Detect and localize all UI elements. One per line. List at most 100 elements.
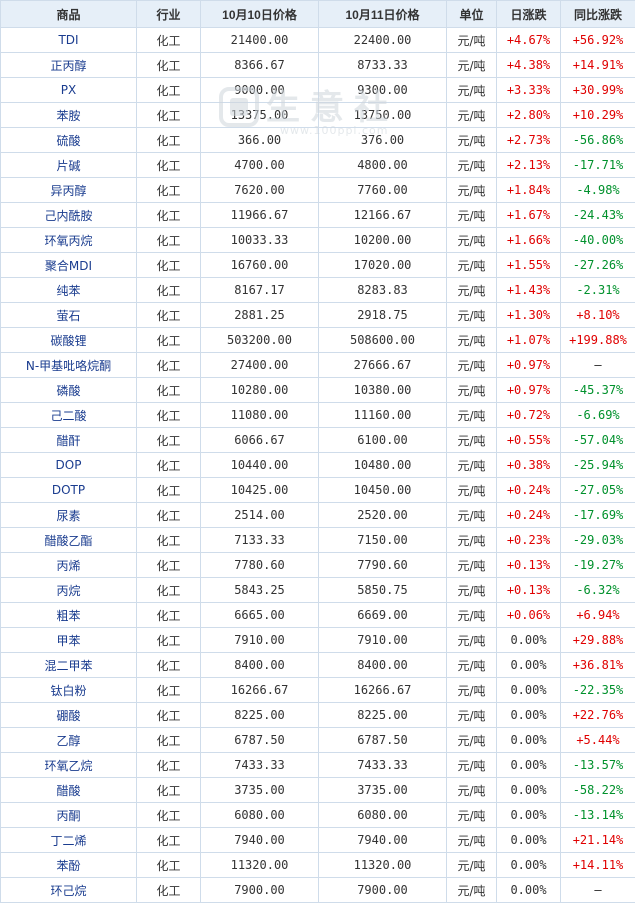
unit-cell: 元/吨 bbox=[446, 527, 497, 553]
daily-change-cell: 0.00% bbox=[496, 802, 561, 828]
daily-change-cell: +0.38% bbox=[496, 452, 561, 478]
commodity-name-link[interactable]: TDI bbox=[0, 27, 137, 53]
industry-cell: 化工 bbox=[136, 477, 201, 503]
header-yoy-change[interactable]: 同比涨跌 bbox=[560, 0, 635, 28]
header-name[interactable]: 商品 bbox=[0, 0, 137, 28]
commodity-name-link[interactable]: 环己烷 bbox=[0, 877, 137, 903]
price-oct11-cell: 4800.00 bbox=[318, 152, 447, 178]
price-oct10-cell: 13375.00 bbox=[200, 102, 319, 128]
commodity-name-link[interactable]: 醋酸乙酯 bbox=[0, 527, 137, 553]
yoy-change-cell: +10.29% bbox=[560, 102, 635, 128]
commodity-name-link[interactable]: 丙烯 bbox=[0, 552, 137, 578]
industry-cell: 化工 bbox=[136, 877, 201, 903]
yoy-change-cell: +199.88% bbox=[560, 327, 635, 353]
daily-change-cell: +0.55% bbox=[496, 427, 561, 453]
commodity-name-link[interactable]: 苯胺 bbox=[0, 102, 137, 128]
commodity-name-link[interactable]: 环氧丙烷 bbox=[0, 227, 137, 253]
industry-cell: 化工 bbox=[136, 552, 201, 578]
yoy-change-cell: -29.03% bbox=[560, 527, 635, 553]
daily-change-cell: +0.23% bbox=[496, 527, 561, 553]
yoy-change-cell: +36.81% bbox=[560, 652, 635, 678]
daily-change-cell: 0.00% bbox=[496, 627, 561, 653]
yoy-change-cell: +30.99% bbox=[560, 77, 635, 103]
table-row: 丙烯 化工 7780.60 7790.60 元/吨 +0.13% -19.27% bbox=[0, 552, 635, 578]
table-row: 丁二烯 化工 7940.00 7940.00 元/吨 0.00% +21.14% bbox=[0, 827, 635, 853]
price-oct11-cell: 10200.00 bbox=[318, 227, 447, 253]
industry-cell: 化工 bbox=[136, 602, 201, 628]
commodity-name-link[interactable]: 甲苯 bbox=[0, 627, 137, 653]
commodity-name-link[interactable]: PX bbox=[0, 77, 137, 103]
commodity-name-link[interactable]: 片碱 bbox=[0, 152, 137, 178]
industry-cell: 化工 bbox=[136, 827, 201, 853]
table-row: 尿素 化工 2514.00 2520.00 元/吨 +0.24% -17.69% bbox=[0, 502, 635, 528]
price-oct11-cell: 17020.00 bbox=[318, 252, 447, 278]
industry-cell: 化工 bbox=[136, 227, 201, 253]
commodity-name-link[interactable]: 粗苯 bbox=[0, 602, 137, 628]
daily-change-cell: 0.00% bbox=[496, 652, 561, 678]
header-industry[interactable]: 行业 bbox=[136, 0, 201, 28]
price-oct11-cell: 7940.00 bbox=[318, 827, 447, 853]
unit-cell: 元/吨 bbox=[446, 77, 497, 103]
commodity-name-link[interactable]: 尿素 bbox=[0, 502, 137, 528]
commodity-name-link[interactable]: 己二酸 bbox=[0, 402, 137, 428]
industry-cell: 化工 bbox=[136, 402, 201, 428]
commodity-name-link[interactable]: 己内酰胺 bbox=[0, 202, 137, 228]
table-row: 萤石 化工 2881.25 2918.75 元/吨 +1.30% +8.10% bbox=[0, 302, 635, 328]
table-row: 丙烷 化工 5843.25 5850.75 元/吨 +0.13% -6.32% bbox=[0, 577, 635, 603]
yoy-change-cell: -4.98% bbox=[560, 177, 635, 203]
yoy-change-cell: -13.57% bbox=[560, 752, 635, 778]
table-row: 混二甲苯 化工 8400.00 8400.00 元/吨 0.00% +36.81% bbox=[0, 652, 635, 678]
commodity-name-link[interactable]: 硫酸 bbox=[0, 127, 137, 153]
industry-cell: 化工 bbox=[136, 352, 201, 378]
table-row: 醋酸乙酯 化工 7133.33 7150.00 元/吨 +0.23% -29.03% bbox=[0, 527, 635, 553]
commodity-name-link[interactable]: 正丙醇 bbox=[0, 52, 137, 78]
commodity-name-link[interactable]: 醋酸 bbox=[0, 777, 137, 803]
commodity-name-link[interactable]: 纯苯 bbox=[0, 277, 137, 303]
industry-cell: 化工 bbox=[136, 852, 201, 878]
commodity-name-link[interactable]: 乙醇 bbox=[0, 727, 137, 753]
unit-cell: 元/吨 bbox=[446, 302, 497, 328]
commodity-name-link[interactable]: 醋酐 bbox=[0, 427, 137, 453]
table-row: 纯苯 化工 8167.17 8283.83 元/吨 +1.43% -2.31% bbox=[0, 277, 635, 303]
yoy-change-cell: +5.44% bbox=[560, 727, 635, 753]
commodity-name-link[interactable]: N-甲基吡咯烷酮 bbox=[0, 352, 137, 378]
yoy-change-cell: -17.71% bbox=[560, 152, 635, 178]
price-oct11-cell: 3735.00 bbox=[318, 777, 447, 803]
commodity-name-link[interactable]: 丙酮 bbox=[0, 802, 137, 828]
unit-cell: 元/吨 bbox=[446, 102, 497, 128]
header-price-oct10[interactable]: 10月10日价格 bbox=[200, 0, 319, 28]
commodity-name-link[interactable]: 丙烷 bbox=[0, 577, 137, 603]
commodity-name-link[interactable]: DOP bbox=[0, 452, 137, 478]
price-oct11-cell: 9300.00 bbox=[318, 77, 447, 103]
commodity-name-link[interactable]: 碳酸锂 bbox=[0, 327, 137, 353]
commodity-name-link[interactable]: 磷酸 bbox=[0, 377, 137, 403]
industry-cell: 化工 bbox=[136, 702, 201, 728]
daily-change-cell: +0.13% bbox=[496, 552, 561, 578]
industry-cell: 化工 bbox=[136, 252, 201, 278]
header-price-oct11[interactable]: 10月11日价格 bbox=[318, 0, 447, 28]
commodity-name-link[interactable]: 苯酚 bbox=[0, 852, 137, 878]
table-row: 环氧乙烷 化工 7433.33 7433.33 元/吨 0.00% -13.57% bbox=[0, 752, 635, 778]
commodity-name-link[interactable]: 环氧乙烷 bbox=[0, 752, 137, 778]
commodity-name-link[interactable]: 萤石 bbox=[0, 302, 137, 328]
price-oct10-cell: 7133.33 bbox=[200, 527, 319, 553]
price-oct11-cell: 5850.75 bbox=[318, 577, 447, 603]
commodity-name-link[interactable]: 钛白粉 bbox=[0, 677, 137, 703]
commodity-name-link[interactable]: 聚合MDI bbox=[0, 252, 137, 278]
commodity-name-link[interactable]: 丁二烯 bbox=[0, 827, 137, 853]
commodity-name-link[interactable]: 硼酸 bbox=[0, 702, 137, 728]
commodity-name-link[interactable]: 异丙醇 bbox=[0, 177, 137, 203]
table-row: 苯胺 化工 13375.00 13750.00 元/吨 +2.80% +10.29% bbox=[0, 102, 635, 128]
table-row: 硫酸 化工 366.00 376.00 元/吨 +2.73% -56.86% bbox=[0, 127, 635, 153]
price-oct10-cell: 8225.00 bbox=[200, 702, 319, 728]
industry-cell: 化工 bbox=[136, 502, 201, 528]
yoy-change-cell: -17.69% bbox=[560, 502, 635, 528]
commodity-name-link[interactable]: 混二甲苯 bbox=[0, 652, 137, 678]
price-oct11-cell: 10480.00 bbox=[318, 452, 447, 478]
header-daily-change[interactable]: 日涨跌 bbox=[496, 0, 561, 28]
daily-change-cell: +4.67% bbox=[496, 27, 561, 53]
yoy-change-cell: — bbox=[560, 877, 635, 903]
commodity-name-link[interactable]: DOTP bbox=[0, 477, 137, 503]
daily-change-cell: +0.24% bbox=[496, 477, 561, 503]
unit-cell: 元/吨 bbox=[446, 52, 497, 78]
